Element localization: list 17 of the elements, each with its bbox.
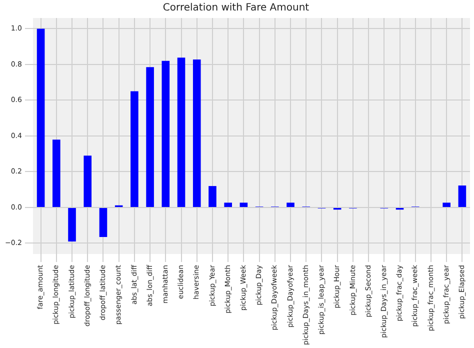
bar	[52, 140, 60, 207]
bar	[99, 208, 108, 237]
bar	[224, 202, 232, 207]
bar	[36, 28, 45, 207]
bar	[286, 202, 294, 207]
bar	[458, 186, 466, 207]
bar	[208, 186, 216, 207]
bar	[84, 156, 92, 207]
bar	[146, 67, 154, 207]
bar	[177, 58, 186, 207]
bar	[68, 208, 76, 242]
bar	[162, 60, 170, 207]
bar	[192, 59, 201, 207]
bar	[240, 202, 248, 207]
bar	[130, 91, 138, 207]
bar	[442, 202, 450, 207]
chart-title: Correlation with Fare Amount	[162, 2, 310, 14]
